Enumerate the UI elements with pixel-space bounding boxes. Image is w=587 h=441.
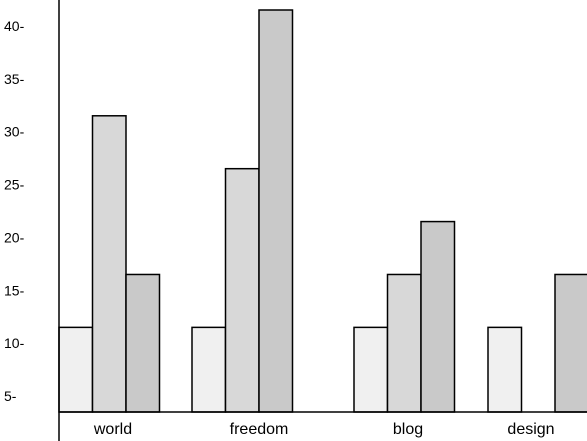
category-label-design: design bbox=[507, 421, 554, 438]
y-tick-labels: 5- 10- 15- 20- 25- 30- 35- 40- bbox=[4, 18, 25, 404]
category-label-world: world bbox=[93, 421, 132, 438]
category-label-freedom: freedom bbox=[230, 421, 289, 438]
bar-world-1 bbox=[58, 326, 94, 413]
bar-blog-1 bbox=[353, 326, 389, 413]
bar-freedom-1 bbox=[191, 326, 227, 413]
y-tick-label: 15- bbox=[4, 282, 25, 298]
bar-freedom-3 bbox=[258, 9, 294, 413]
bar-design-3 bbox=[554, 273, 587, 413]
y-tick-label: 40- bbox=[4, 18, 25, 34]
y-tick-label: 35- bbox=[4, 71, 25, 87]
bar-world-2 bbox=[91, 115, 127, 413]
category-label-blog: blog bbox=[393, 421, 423, 438]
y-tick-label: 30- bbox=[4, 124, 25, 140]
y-tick-label: 25- bbox=[4, 177, 25, 193]
bar-freedom-2 bbox=[224, 167, 260, 413]
bar-design-1 bbox=[487, 326, 523, 413]
bar-blog-3 bbox=[420, 220, 456, 413]
x-tick-labels: world freedom blog design bbox=[93, 421, 555, 438]
bar-world-3 bbox=[125, 273, 161, 413]
y-tick-label: 20- bbox=[4, 229, 25, 245]
bar-blog-2 bbox=[386, 273, 422, 413]
y-tick-label: 5- bbox=[4, 388, 17, 404]
bars-group bbox=[58, 9, 587, 413]
y-tick-label: 10- bbox=[4, 335, 25, 351]
